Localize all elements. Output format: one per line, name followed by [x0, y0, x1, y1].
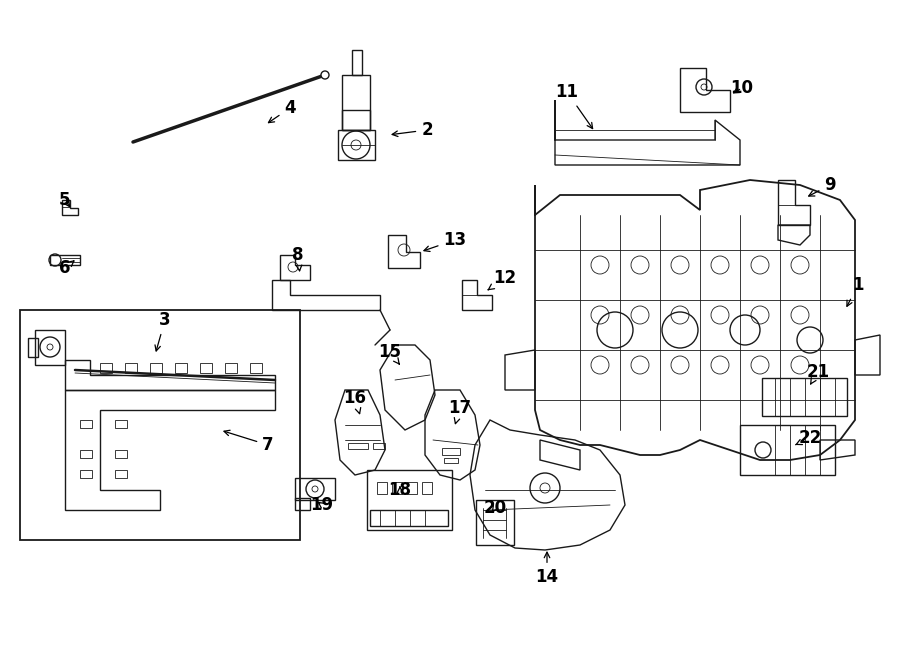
Text: 12: 12 [488, 269, 517, 290]
Text: 7: 7 [224, 430, 274, 454]
Text: 19: 19 [310, 496, 334, 514]
Circle shape [321, 71, 329, 79]
Text: 21: 21 [806, 363, 830, 384]
Text: 6: 6 [59, 259, 74, 277]
Bar [200, 363, 212, 373]
Bar [80, 450, 92, 458]
Bar [115, 470, 127, 478]
Text: 16: 16 [344, 389, 366, 414]
Bar [348, 443, 368, 449]
Bar [80, 420, 92, 428]
Bar [407, 482, 417, 494]
Bar [150, 363, 162, 373]
Text: 9: 9 [809, 176, 836, 196]
Text: 11: 11 [555, 83, 592, 129]
Bar [250, 363, 262, 373]
Text: 14: 14 [536, 552, 559, 586]
Text: 10: 10 [731, 79, 753, 97]
Text: 22: 22 [796, 429, 822, 447]
Bar [762, 378, 847, 416]
Bar [115, 420, 127, 428]
Bar [377, 482, 387, 494]
Bar [100, 363, 112, 373]
Text: 18: 18 [389, 481, 411, 499]
Text: 13: 13 [424, 231, 466, 251]
Bar [444, 458, 458, 463]
Bar [442, 448, 460, 455]
Text: 20: 20 [483, 499, 507, 517]
Bar [20, 310, 300, 540]
Bar [740, 425, 835, 475]
Bar [367, 470, 452, 530]
Bar [125, 363, 137, 373]
Text: 3: 3 [155, 311, 171, 351]
Bar [422, 482, 432, 494]
Bar [115, 450, 127, 458]
Bar [175, 363, 187, 373]
Text: 5: 5 [59, 191, 71, 209]
Text: 4: 4 [268, 99, 296, 123]
Text: 1: 1 [847, 276, 864, 306]
Bar [373, 443, 385, 449]
Bar [80, 470, 92, 478]
Bar [476, 500, 514, 545]
Bar [392, 482, 402, 494]
Text: 2: 2 [392, 121, 433, 139]
Bar [225, 363, 237, 373]
Text: 17: 17 [448, 399, 472, 424]
Bar [370, 510, 448, 526]
Text: 15: 15 [379, 343, 401, 364]
Text: 8: 8 [292, 246, 304, 271]
